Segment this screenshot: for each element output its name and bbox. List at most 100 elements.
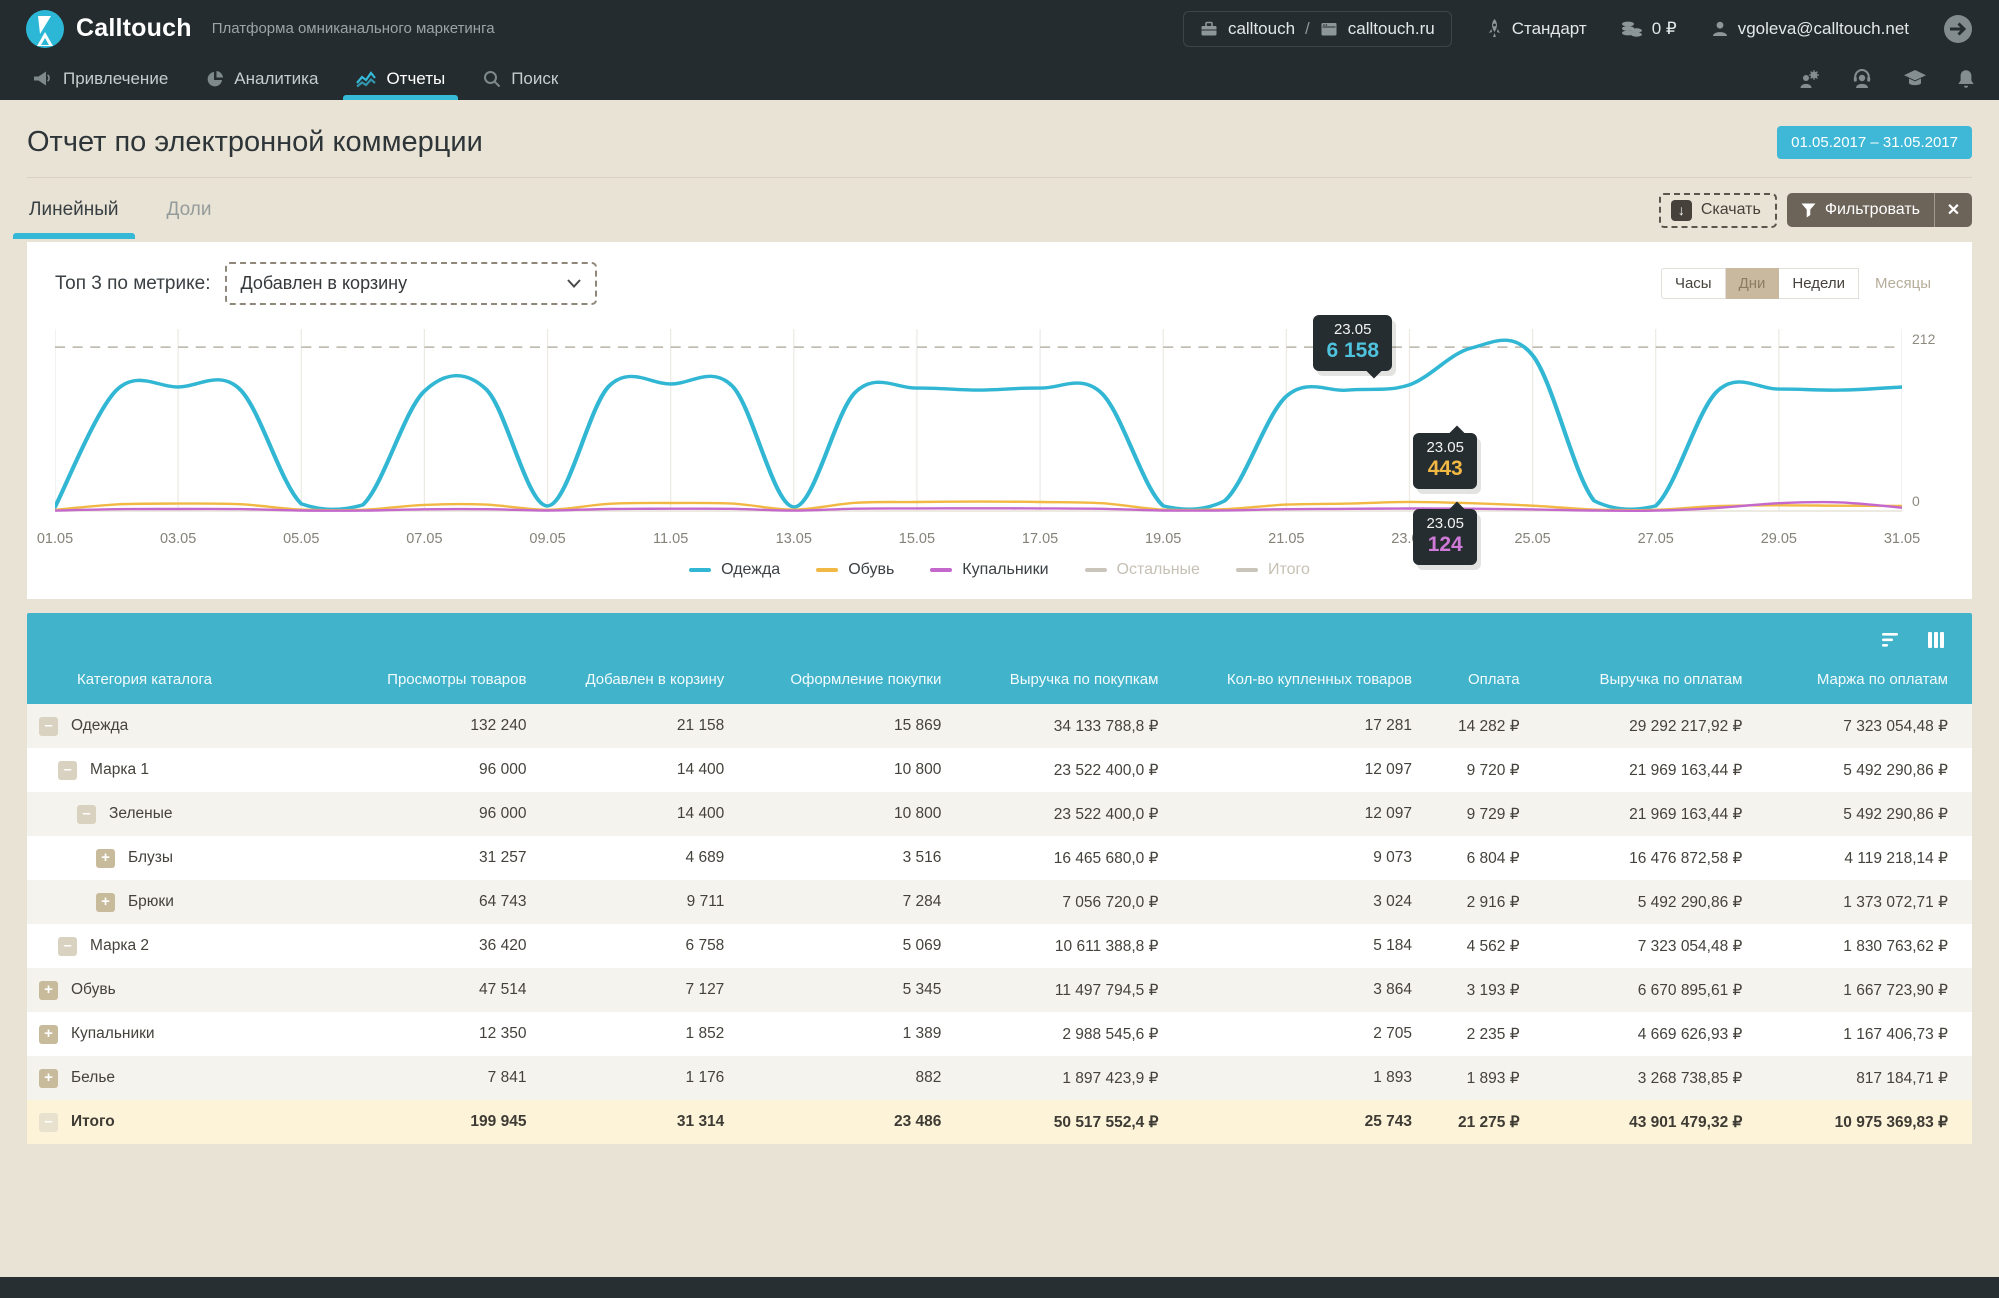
legend-item[interactable]: Обувь — [816, 561, 894, 579]
calltouch-logo[interactable]: Calltouch — [26, 10, 192, 48]
table-cell: 21 275 ₽ — [1412, 1113, 1520, 1132]
period-days[interactable]: Дни — [1726, 268, 1780, 299]
column-header[interactable]: Выручка по покупкам — [941, 671, 1158, 688]
table-cell: 9 720 ₽ — [1412, 761, 1520, 780]
column-header[interactable]: Оплата — [1412, 671, 1520, 688]
nav-item-search[interactable]: Поиск — [464, 57, 577, 100]
table-cell: 3 864 — [1158, 981, 1412, 999]
table-cell: 15 869 — [724, 717, 941, 735]
table-cell: 29 292 217,92 ₽ — [1520, 717, 1743, 736]
legend-item[interactable]: Одежда — [689, 561, 780, 579]
user-icon — [1711, 20, 1729, 38]
logout-button[interactable] — [1943, 14, 1973, 44]
chart-panel: Топ 3 по метрике: Добавлен в корзину Час… — [27, 242, 1972, 599]
balance-item[interactable]: 0 ₽ — [1621, 19, 1677, 39]
period-hours[interactable]: Часы — [1661, 268, 1726, 299]
table-cell: 21 969 163,44 ₽ — [1520, 761, 1743, 780]
filter-label: Фильтровать — [1825, 201, 1920, 219]
period-toggles: Часы Дни Недели Месяцы — [1661, 268, 1944, 299]
collapse-icon[interactable]: – — [77, 805, 96, 824]
page-title: Отчет по электронной коммерции — [27, 126, 483, 159]
column-header[interactable]: Просмотры товаров — [331, 671, 527, 688]
table-cell: 3 193 ₽ — [1412, 981, 1520, 1000]
filter-button-group: Фильтровать ✕ — [1787, 193, 1972, 227]
plan-label: Стандарт — [1512, 19, 1587, 39]
filter-clear-button[interactable]: ✕ — [1934, 193, 1972, 227]
right-axis-max: 212 — [1902, 331, 1935, 347]
metric-label: Топ 3 по метрике: — [55, 273, 211, 295]
column-header[interactable]: Категория каталога — [27, 671, 331, 688]
table-cell: 5 184 — [1158, 937, 1412, 955]
content: Отчет по электронной коммерции 01.05.201… — [0, 100, 1999, 1277]
table-cell: 7 323 054,48 ₽ — [1520, 937, 1743, 956]
columns-icon[interactable] — [1926, 631, 1946, 649]
bottom-strip — [0, 1277, 1999, 1298]
support-icon[interactable] — [1851, 69, 1873, 89]
megaphone-icon — [33, 70, 53, 88]
table-cell: 12 350 — [331, 1025, 527, 1043]
column-header[interactable]: Добавлен в корзину — [526, 671, 724, 688]
table-cell: 10 800 — [724, 761, 941, 779]
tab-linear[interactable]: Линейный — [27, 189, 121, 231]
expand-icon[interactable]: + — [39, 1069, 58, 1088]
legend-swatch — [1085, 568, 1107, 572]
account-switcher[interactable]: calltouch / calltouch.ru — [1183, 11, 1452, 47]
table-cell: 11 497 794,5 ₽ — [941, 981, 1158, 1000]
bell-icon[interactable] — [1957, 69, 1975, 89]
legend-label: Итого — [1268, 561, 1310, 579]
x-tick-label: 29.05 — [1761, 531, 1797, 547]
date-range-badge[interactable]: 01.05.2017 – 31.05.2017 — [1777, 126, 1972, 159]
table-cell: 1 389 — [724, 1025, 941, 1043]
nav-item-analytics[interactable]: Аналитика — [187, 57, 337, 100]
legend-item[interactable]: Остальные — [1085, 561, 1200, 579]
column-header[interactable]: Оформление покупки — [724, 671, 941, 688]
plan-item[interactable]: Стандарт — [1486, 19, 1587, 39]
user-email: vgoleva@calltouch.net — [1738, 19, 1909, 39]
expand-icon[interactable]: + — [39, 1025, 58, 1044]
tab-shares[interactable]: Доли — [165, 189, 214, 231]
x-tick-label: 15.05 — [899, 531, 935, 547]
account-company: calltouch — [1228, 19, 1295, 39]
column-header[interactable]: Маржа по оплатам — [1742, 671, 1948, 688]
x-tick-label: 01.05 — [37, 531, 73, 547]
collapse-icon[interactable]: – — [58, 761, 77, 780]
legend-item[interactable]: Итого — [1236, 561, 1310, 579]
column-header[interactable]: Выручка по оплатам — [1520, 671, 1743, 688]
table-row: –Марка 236 4206 7585 06910 611 388,8 ₽5 … — [27, 924, 1972, 968]
nav-item-reports[interactable]: Отчеты — [337, 57, 464, 100]
tooltip-date: 23.05 — [1426, 515, 1464, 532]
filter-button[interactable]: Фильтровать — [1787, 193, 1934, 227]
collapse-icon[interactable]: – — [39, 1113, 58, 1132]
period-weeks[interactable]: Недели — [1779, 268, 1859, 299]
tabs-row: Линейный Доли ↓ Скачать Фильтровать ✕ — [27, 178, 1972, 242]
expand-icon[interactable]: + — [39, 981, 58, 1000]
period-months[interactable]: Месяцы — [1859, 269, 1944, 298]
table-cell: 2 235 ₽ — [1412, 1025, 1520, 1044]
chart-legend: Одежда Обувь Купальники Остальные Итого — [55, 561, 1944, 579]
admin-icon[interactable] — [1797, 69, 1821, 89]
user-item[interactable]: vgoleva@calltouch.net — [1711, 19, 1909, 39]
x-tick-label: 13.05 — [776, 531, 812, 547]
coins-icon — [1621, 20, 1643, 38]
nav-item-attraction[interactable]: Привлечение — [14, 57, 187, 100]
table-column-headers: Категория каталогаПросмотры товаровДобав… — [27, 665, 1972, 704]
metric-dropdown[interactable]: Добавлен в корзину — [225, 262, 597, 305]
table-cell: 43 901 479,32 ₽ — [1520, 1113, 1743, 1132]
legend-item[interactable]: Купальники — [930, 561, 1048, 579]
legend-swatch — [1236, 568, 1258, 572]
table-cell: 2 988 545,6 ₽ — [941, 1025, 1158, 1044]
tooltip-value: 443 — [1426, 457, 1464, 481]
line-chart[interactable]: 212 0 23.05 6 158 23.05 443 23.05 124 — [55, 325, 1902, 525]
tab-actions: ↓ Скачать Фильтровать ✕ — [1659, 193, 1972, 228]
sort-icon[interactable] — [1880, 631, 1900, 649]
collapse-icon[interactable]: – — [39, 717, 58, 736]
table-cell: 882 — [724, 1069, 941, 1087]
x-tick-label: 17.05 — [1022, 531, 1058, 547]
category-name: Марка 2 — [90, 937, 149, 955]
education-icon[interactable] — [1903, 69, 1927, 88]
expand-icon[interactable]: + — [96, 893, 115, 912]
column-header[interactable]: Кол-во купленных товаров — [1158, 671, 1412, 688]
download-button[interactable]: ↓ Скачать — [1659, 193, 1777, 228]
collapse-icon[interactable]: – — [58, 937, 77, 956]
expand-icon[interactable]: + — [96, 849, 115, 868]
